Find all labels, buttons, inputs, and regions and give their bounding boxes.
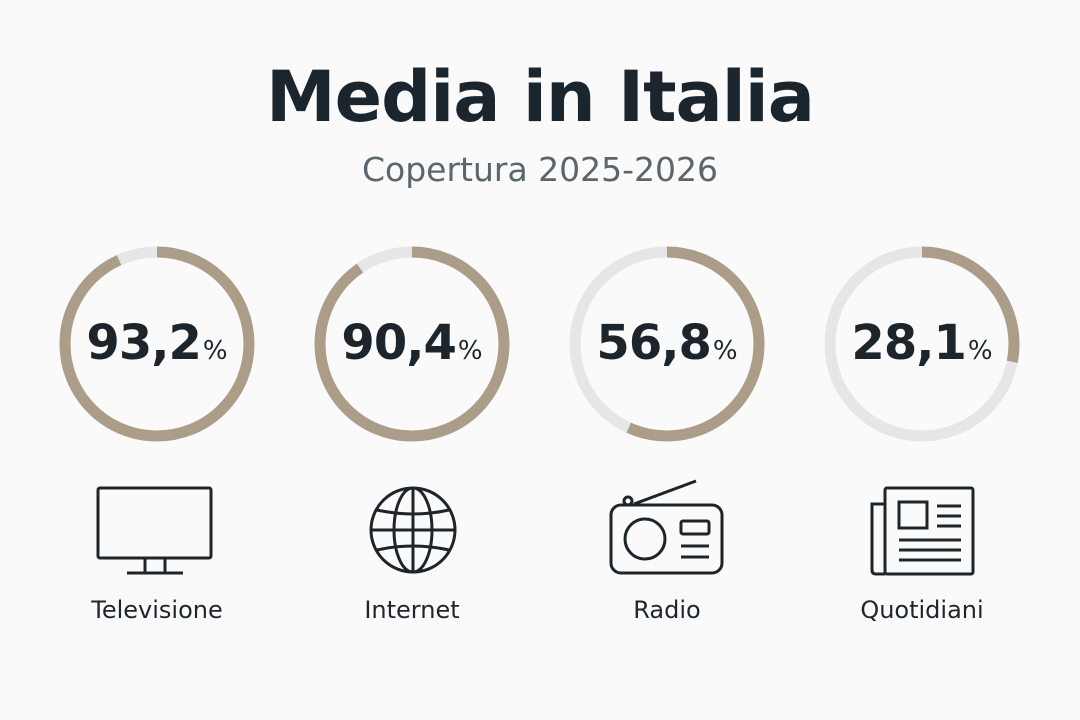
gauge-value-televisione: 93,2% bbox=[57, 315, 257, 371]
globe-icon bbox=[369, 486, 457, 574]
value-number-quotidiani: 28,1 bbox=[851, 315, 966, 371]
value-number-internet: 90,4 bbox=[341, 315, 456, 371]
label-televisione: Televisione bbox=[91, 596, 223, 624]
newspaper-icon bbox=[870, 486, 975, 576]
gauge-value-quotidiani: 28,1% bbox=[822, 315, 1022, 371]
radio-icon bbox=[609, 479, 724, 575]
label-quotidiani: Quotidiani bbox=[860, 596, 984, 624]
value-number-televisione: 93,2 bbox=[86, 315, 201, 371]
value-number-radio: 56,8 bbox=[596, 315, 711, 371]
value-unit-radio: % bbox=[712, 336, 738, 366]
value-unit-televisione: % bbox=[202, 336, 228, 366]
label-radio: Radio bbox=[633, 596, 701, 624]
value-unit-internet: % bbox=[457, 336, 483, 366]
value-unit-quotidiani: % bbox=[967, 336, 993, 366]
tv-icon bbox=[96, 486, 213, 575]
page-title: Media in Italia bbox=[265, 56, 815, 138]
gauge-value-radio: 56,8% bbox=[567, 315, 767, 371]
label-internet: Internet bbox=[364, 596, 460, 624]
page-subtitle: Copertura 2025-2026 bbox=[361, 150, 719, 189]
gauge-value-internet: 90,4% bbox=[312, 315, 512, 371]
